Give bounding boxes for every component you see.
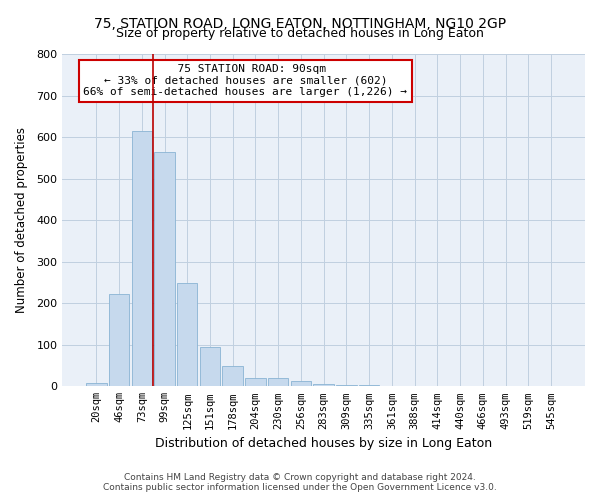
Bar [109, 294, 129, 386]
Text: 75 STATION ROAD: 90sqm
← 33% of detached houses are smaller (602)
66% of semi-de: 75 STATION ROAD: 90sqm ← 33% of detached… [83, 64, 407, 97]
Bar [86, 383, 107, 386]
Y-axis label: Number of detached properties: Number of detached properties [15, 127, 28, 313]
Text: 75, STATION ROAD, LONG EATON, NOTTINGHAM, NG10 2GP: 75, STATION ROAD, LONG EATON, NOTTINGHAM… [94, 18, 506, 32]
Text: Contains HM Land Registry data © Crown copyright and database right 2024.
Contai: Contains HM Land Registry data © Crown c… [103, 473, 497, 492]
Bar [177, 284, 197, 387]
Bar [268, 378, 289, 386]
X-axis label: Distribution of detached houses by size in Long Eaton: Distribution of detached houses by size … [155, 437, 492, 450]
Text: Size of property relative to detached houses in Long Eaton: Size of property relative to detached ho… [116, 28, 484, 40]
Bar [290, 381, 311, 386]
Bar [223, 366, 243, 386]
Bar [313, 384, 334, 386]
Bar [245, 378, 266, 386]
Bar [200, 347, 220, 387]
Bar [154, 152, 175, 386]
Bar [131, 131, 152, 386]
